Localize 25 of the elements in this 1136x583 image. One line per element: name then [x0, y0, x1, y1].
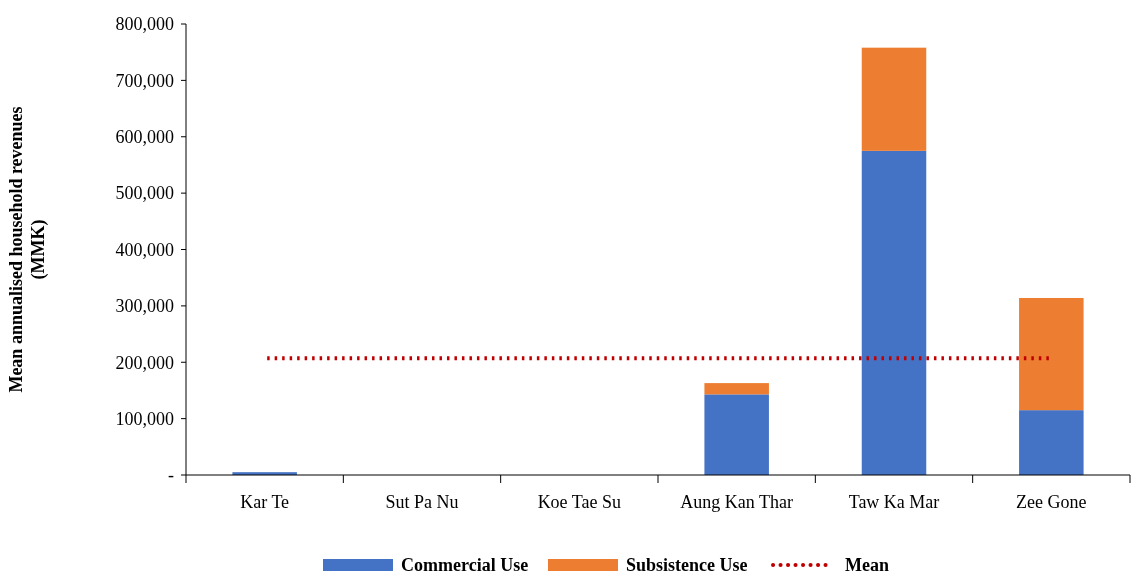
x-tick-label: Kar Te [240, 492, 290, 512]
x-tick-label: Taw Ka Mar [848, 492, 940, 512]
x-tick-label: Sut Pa Nu [385, 492, 459, 512]
y-axis-title: Mean annualised household revenues (MMK) [6, 106, 49, 393]
bar [861, 150, 927, 475]
y-tick-label: 100,000 [115, 408, 174, 429]
y-tick-label: 200,000 [115, 352, 174, 373]
x-tick-label: Koe Tae Su [537, 492, 622, 512]
y-tick-label: 300,000 [115, 296, 174, 317]
bar [1019, 410, 1084, 475]
y-tick-label: 600,000 [115, 127, 174, 148]
bar [704, 394, 769, 475]
legend-label: Subsistence Use [626, 555, 748, 575]
y-tick-label: 400,000 [115, 239, 174, 260]
bar [861, 47, 927, 151]
y-tick-label: - [168, 465, 174, 486]
legend-label: Mean [845, 555, 889, 575]
bar [704, 383, 769, 395]
x-tick-label: Aung Kan Thar [680, 492, 793, 512]
legend-label: Commercial Use [401, 555, 529, 575]
y-tick-label: 500,000 [115, 183, 174, 204]
bar [1019, 297, 1084, 411]
y-tick-label: 800,000 [115, 14, 174, 35]
x-tick-label: Zee Gone [1016, 492, 1087, 512]
y-tick-label: 700,000 [115, 70, 174, 91]
